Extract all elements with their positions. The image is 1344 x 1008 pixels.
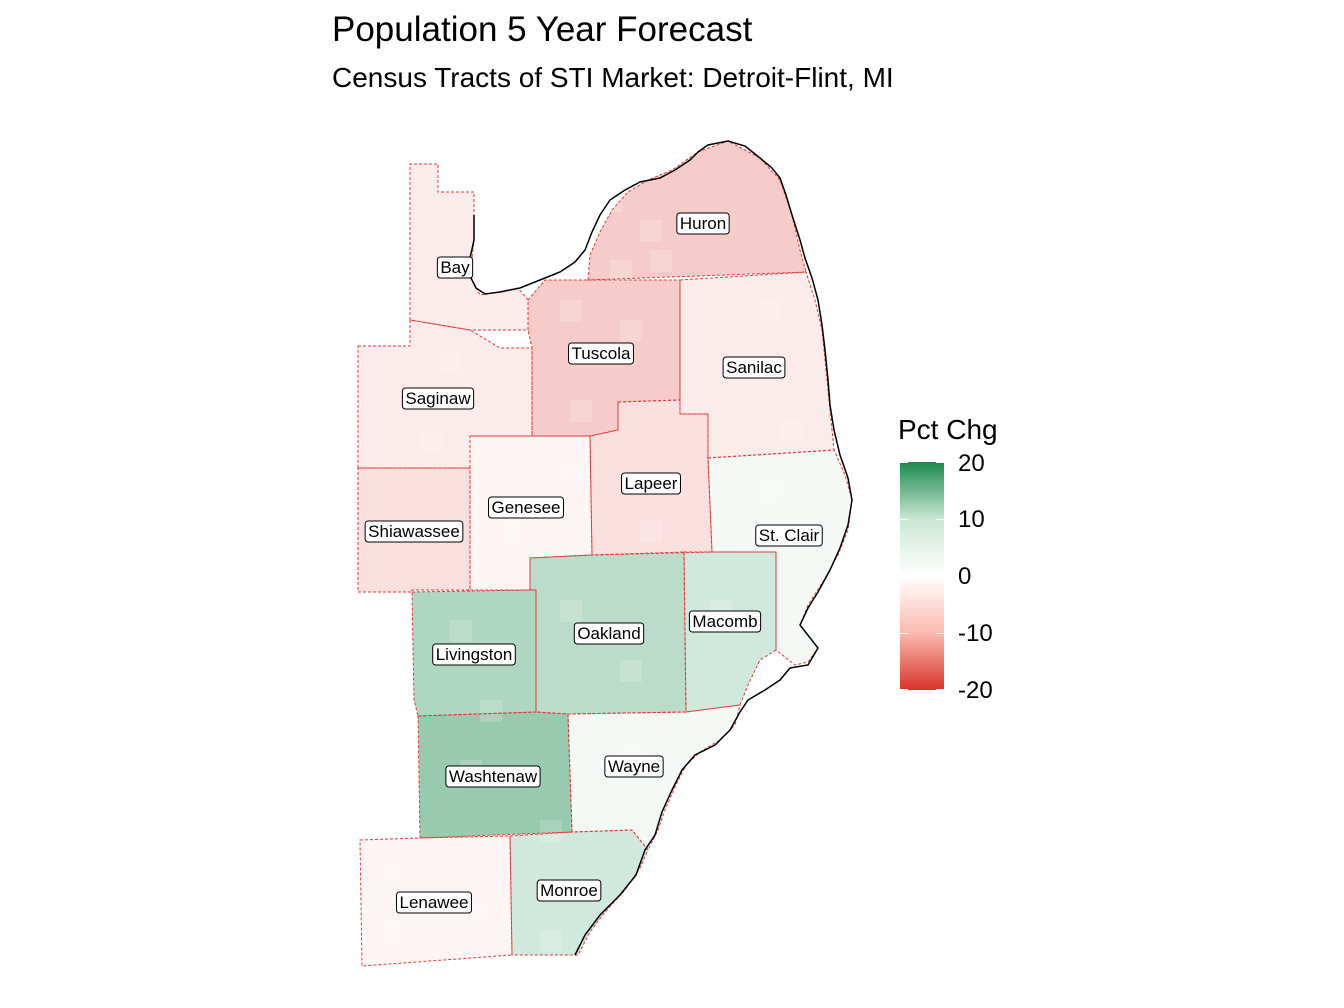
county-label-bay: Bay xyxy=(436,256,474,279)
legend-tickmark xyxy=(936,576,944,577)
county-border-macomb xyxy=(683,551,777,713)
legend-tickmark xyxy=(900,519,908,520)
legend-tick-label: 20 xyxy=(958,450,985,477)
county-label-oakland: Oakland xyxy=(573,622,645,645)
legend-tick-label: 10 xyxy=(958,506,985,533)
county-label-wayne: Wayne xyxy=(604,755,664,778)
county-label-lapeer: Lapeer xyxy=(621,472,681,495)
county-label-text: St. Clair xyxy=(759,526,820,545)
county-border-livingston xyxy=(411,589,537,717)
county-huron xyxy=(588,141,806,280)
county-border-shiawassee xyxy=(357,467,471,593)
county-border-washtenaw xyxy=(417,711,573,839)
county-border-lenawee xyxy=(359,835,513,967)
county-label-text: Genesee xyxy=(492,498,561,517)
map-subtitle: Census Tracts of STI Market: Detroit-Fli… xyxy=(332,62,894,93)
county-st-clair xyxy=(708,450,852,665)
county-label-genesee: Genesee xyxy=(488,496,564,519)
legend-title: Pct Chg xyxy=(898,414,998,445)
legend-tickmark xyxy=(900,689,908,690)
map-title: Population 5 Year Forecast xyxy=(332,10,753,49)
county-label-livingston: Livingston xyxy=(432,643,516,666)
county-label-text: Macomb xyxy=(692,612,757,631)
county-border-monroe xyxy=(509,829,649,956)
county-label-text: Shiawassee xyxy=(368,522,460,541)
county-label-text: Wayne xyxy=(608,757,660,776)
legend-tick-label: -20 xyxy=(958,677,993,704)
county-label-macomb: Macomb xyxy=(688,610,762,633)
legend-tickmark xyxy=(900,633,908,634)
county-label-text: Saginaw xyxy=(405,389,471,408)
county-label-sanilac: Sanilac xyxy=(722,356,786,379)
county-label-text: Huron xyxy=(680,214,726,233)
county-label-text: Washtenaw xyxy=(449,767,538,786)
county-label-text: Lenawee xyxy=(399,893,468,912)
county-border-saginaw xyxy=(357,319,533,469)
legend-tickmark xyxy=(936,519,944,520)
county-label-shiawassee: Shiawassee xyxy=(364,520,464,543)
county-label-washtenaw: Washtenaw xyxy=(445,765,541,788)
legend-tickmark xyxy=(936,462,944,463)
county-label-text: Livingston xyxy=(436,645,513,664)
county-label-text: Bay xyxy=(440,258,470,277)
county-label-text: Oakland xyxy=(577,624,640,643)
county-label-text: Lapeer xyxy=(625,474,678,493)
county-label-text: Tuscola xyxy=(572,344,631,363)
county-label-tuscola: Tuscola xyxy=(568,342,634,365)
county-label-text: Sanilac xyxy=(726,358,782,377)
legend-tickmark xyxy=(936,633,944,634)
county-border-sanilac xyxy=(679,271,835,459)
legend-tickmark xyxy=(900,462,908,463)
legend-tickmark xyxy=(900,576,908,577)
coastline xyxy=(574,140,853,956)
legend-tick-label: -10 xyxy=(958,620,993,647)
county-bay xyxy=(410,164,528,330)
county-label-monroe: Monroe xyxy=(536,879,602,902)
county-label-lenawee: Lenawee xyxy=(395,891,473,914)
legend-tickmark xyxy=(936,689,944,690)
saginaw-bay-coastline xyxy=(469,151,699,295)
county-label-st-clair: St. Clair xyxy=(755,524,823,547)
county-border-lapeer xyxy=(589,399,713,556)
county-label-text: Monroe xyxy=(540,881,598,900)
county-label-saginaw: Saginaw xyxy=(401,387,475,410)
legend-tick-label: 0 xyxy=(958,563,972,590)
county-label-huron: Huron xyxy=(676,212,730,235)
